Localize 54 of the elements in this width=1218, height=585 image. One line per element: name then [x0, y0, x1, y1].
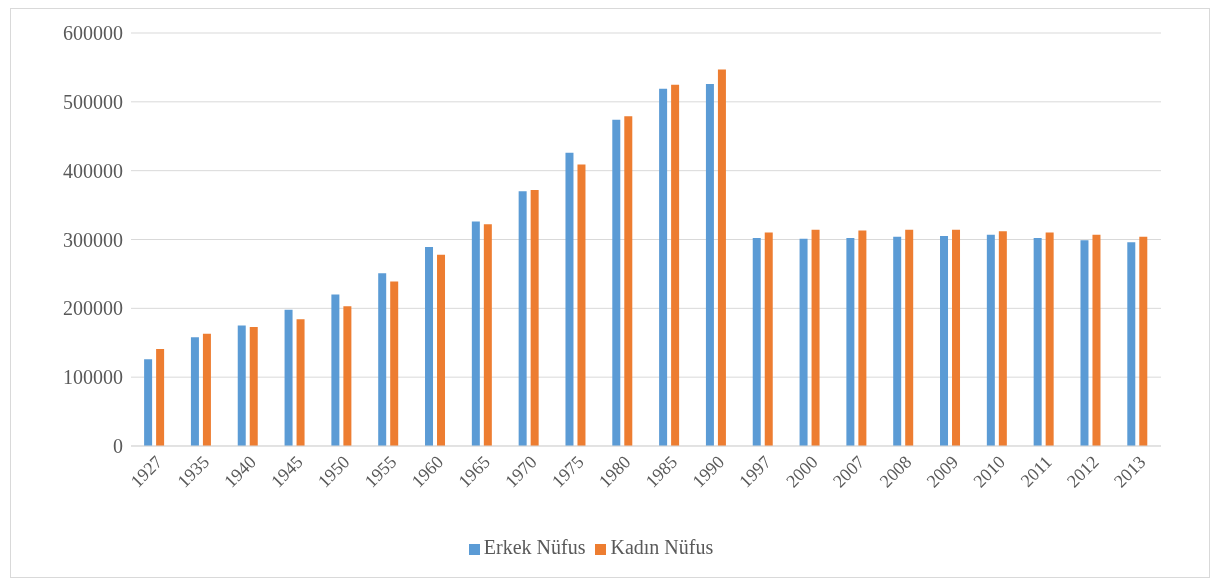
bar — [390, 281, 399, 446]
bar — [190, 337, 199, 446]
bar — [671, 84, 680, 446]
bar — [483, 224, 492, 446]
bar — [1080, 240, 1089, 446]
bar — [986, 234, 995, 446]
bar — [659, 88, 668, 446]
bar — [331, 294, 340, 446]
bar — [202, 333, 211, 446]
bar — [1127, 242, 1136, 446]
y-tick-label: 100000 — [63, 366, 123, 389]
bar — [1045, 232, 1054, 446]
y-tick-label: 300000 — [63, 228, 123, 251]
legend-label: Erkek Nüfus — [483, 536, 586, 558]
bar — [565, 152, 574, 446]
y-tick-label: 600000 — [63, 22, 123, 45]
bar — [284, 309, 293, 446]
bar — [425, 247, 434, 446]
bar — [705, 83, 714, 446]
y-tick-label: 500000 — [63, 90, 123, 113]
bar — [156, 348, 165, 446]
bar — [437, 254, 446, 446]
bar — [530, 189, 539, 446]
bar — [952, 229, 961, 446]
x-tick-label: 1990 — [688, 451, 729, 492]
bar — [1033, 238, 1042, 446]
y-tick-label: 200000 — [63, 297, 123, 320]
bar — [799, 238, 808, 446]
bar — [752, 238, 761, 446]
bar — [296, 319, 305, 446]
bar — [998, 231, 1007, 446]
bar — [893, 236, 902, 446]
bar — [764, 232, 773, 446]
bar — [811, 229, 820, 446]
bar — [717, 69, 726, 446]
bar — [858, 230, 867, 446]
bar — [144, 359, 153, 446]
bar — [1092, 234, 1101, 446]
bar — [846, 238, 855, 446]
bar — [518, 191, 527, 446]
bar — [249, 326, 258, 446]
bar — [471, 221, 480, 446]
bar — [905, 229, 914, 446]
bar — [1139, 236, 1148, 446]
legend-label: Kadın Nüfus — [610, 536, 714, 558]
bar — [624, 116, 633, 446]
bar — [343, 306, 352, 446]
y-tick-label: 0 — [113, 435, 123, 458]
y-tick-label: 400000 — [63, 159, 123, 182]
bar — [577, 164, 586, 446]
bar — [612, 119, 621, 446]
bar — [378, 273, 387, 446]
bar — [237, 325, 246, 446]
bar — [940, 236, 949, 446]
